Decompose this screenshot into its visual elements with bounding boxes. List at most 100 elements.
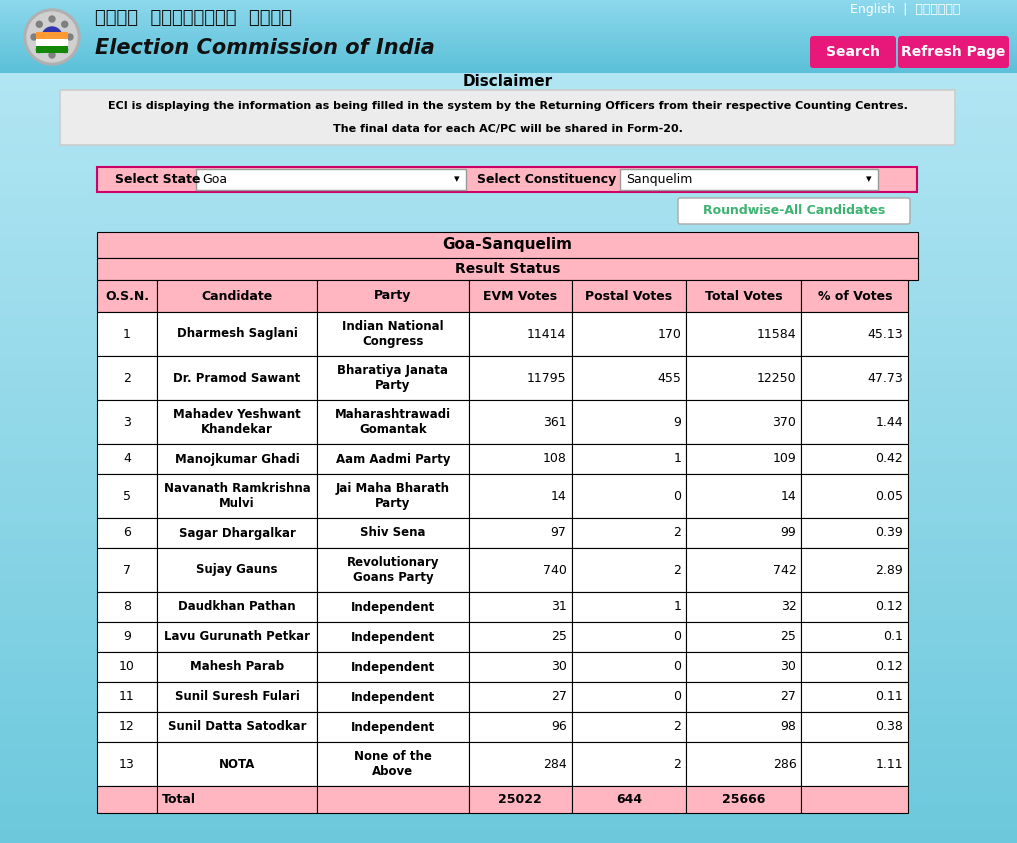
- Text: 7: 7: [123, 563, 131, 577]
- Bar: [0, 57, 1017, 58]
- Bar: [317, 280, 469, 312]
- Bar: [0, 203, 1017, 204]
- Bar: [0, 46, 1017, 47]
- Bar: [0, 239, 1017, 240]
- Bar: [0, 8, 1017, 9]
- Bar: [0, 780, 1017, 781]
- Bar: [0, 484, 1017, 485]
- Bar: [317, 356, 469, 400]
- Bar: [0, 48, 1017, 49]
- Bar: [0, 550, 1017, 551]
- Bar: [0, 23, 1017, 24]
- Bar: [0, 653, 1017, 654]
- Circle shape: [42, 27, 62, 47]
- Bar: [0, 820, 1017, 821]
- Bar: [0, 647, 1017, 648]
- Bar: [0, 38, 1017, 39]
- Bar: [801, 712, 908, 742]
- Bar: [0, 92, 1017, 93]
- Bar: [36, 39, 68, 46]
- Bar: [0, 606, 1017, 607]
- Bar: [0, 547, 1017, 548]
- Bar: [0, 651, 1017, 652]
- Bar: [572, 474, 686, 518]
- Text: Goa: Goa: [202, 173, 227, 186]
- Bar: [0, 313, 1017, 314]
- Bar: [0, 517, 1017, 518]
- Text: Select Constituency: Select Constituency: [477, 173, 616, 186]
- Bar: [0, 786, 1017, 787]
- Bar: [0, 125, 1017, 126]
- Bar: [0, 329, 1017, 330]
- Bar: [0, 390, 1017, 391]
- Text: 742: 742: [773, 563, 796, 577]
- Bar: [0, 450, 1017, 451]
- Text: Navanath Ramkrishna
Mulvi: Navanath Ramkrishna Mulvi: [164, 482, 310, 510]
- Bar: [0, 42, 1017, 43]
- Bar: [0, 199, 1017, 200]
- Bar: [0, 40, 1017, 41]
- Bar: [0, 489, 1017, 490]
- Bar: [0, 616, 1017, 617]
- Text: ▾: ▾: [866, 175, 872, 185]
- Text: Independent: Independent: [351, 721, 435, 733]
- Bar: [0, 16, 1017, 17]
- Bar: [0, 407, 1017, 408]
- Bar: [0, 520, 1017, 521]
- Text: 11795: 11795: [527, 372, 566, 384]
- Bar: [0, 335, 1017, 336]
- Text: Mahadev Yeshwant
Khandekar: Mahadev Yeshwant Khandekar: [173, 408, 301, 436]
- Bar: [0, 10, 1017, 11]
- Bar: [0, 176, 1017, 177]
- Bar: [0, 483, 1017, 484]
- Bar: [0, 758, 1017, 759]
- Bar: [157, 592, 317, 622]
- Bar: [0, 463, 1017, 464]
- Bar: [0, 576, 1017, 577]
- Bar: [157, 518, 317, 548]
- Bar: [0, 747, 1017, 748]
- Bar: [0, 140, 1017, 141]
- Bar: [0, 497, 1017, 498]
- Bar: [0, 588, 1017, 589]
- Bar: [0, 23, 1017, 24]
- Bar: [317, 652, 469, 682]
- Bar: [0, 17, 1017, 18]
- Bar: [0, 799, 1017, 800]
- Text: 11414: 11414: [527, 327, 566, 341]
- Bar: [0, 351, 1017, 352]
- Bar: [0, 529, 1017, 530]
- Bar: [0, 789, 1017, 790]
- Bar: [0, 51, 1017, 52]
- Bar: [97, 167, 917, 192]
- Text: 2: 2: [673, 563, 681, 577]
- Text: Daudkhan Pathan: Daudkhan Pathan: [178, 600, 296, 614]
- Bar: [686, 712, 801, 742]
- Circle shape: [62, 21, 68, 27]
- Bar: [0, 656, 1017, 657]
- Bar: [0, 242, 1017, 243]
- Text: 284: 284: [543, 758, 566, 771]
- Bar: [0, 382, 1017, 383]
- Bar: [0, 178, 1017, 179]
- Bar: [0, 15, 1017, 16]
- Bar: [0, 82, 1017, 83]
- Bar: [0, 509, 1017, 510]
- Bar: [0, 61, 1017, 62]
- Bar: [0, 555, 1017, 556]
- Bar: [0, 838, 1017, 839]
- Text: 109: 109: [773, 453, 796, 465]
- Bar: [0, 3, 1017, 4]
- Bar: [0, 236, 1017, 237]
- Bar: [0, 411, 1017, 412]
- Bar: [0, 163, 1017, 164]
- Text: 0.05: 0.05: [876, 490, 903, 502]
- Bar: [0, 687, 1017, 688]
- Bar: [0, 230, 1017, 231]
- Text: None of the
Above: None of the Above: [354, 750, 432, 778]
- Text: Sunil Suresh Fulari: Sunil Suresh Fulari: [175, 690, 299, 704]
- Bar: [0, 193, 1017, 194]
- Bar: [686, 474, 801, 518]
- Bar: [0, 4, 1017, 5]
- Bar: [0, 287, 1017, 288]
